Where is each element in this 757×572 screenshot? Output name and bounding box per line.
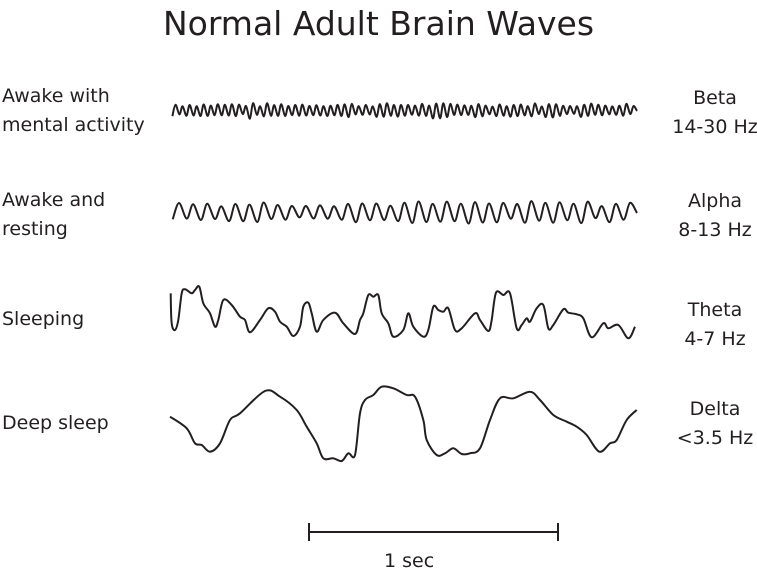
band-name: Alpha [687, 190, 743, 212]
band-name: Beta [693, 87, 737, 109]
state-label-delta: Deep sleep [2, 409, 109, 438]
beta-waveform [171, 102, 638, 120]
state-line: Awake and [2, 189, 106, 211]
band-name: Theta [687, 299, 743, 321]
state-label-theta: Sleeping [2, 305, 84, 334]
diagram-title: Normal Adult Brain Waves [162, 4, 595, 43]
scale-bar [308, 523, 559, 541]
delta-waveform [169, 385, 638, 463]
band-name: Delta [689, 398, 741, 420]
band-label-alpha: Alpha 8-13 Hz [660, 187, 757, 245]
state-line: Awake with [2, 85, 110, 107]
state-label-alpha: Awake and resting [2, 186, 105, 244]
band-frequency: <3.5 Hz [676, 427, 754, 449]
band-frequency: 14-30 Hz [672, 116, 757, 138]
state-line: Sleeping [2, 308, 85, 330]
alpha-waveform [171, 200, 638, 225]
state-line: resting [2, 218, 68, 240]
band-label-beta: Beta 14-30 Hz [660, 84, 757, 142]
band-frequency: 8-13 Hz [678, 219, 752, 241]
band-label-theta: Theta 4-7 Hz [660, 296, 757, 354]
band-label-delta: Delta <3.5 Hz [660, 395, 757, 453]
band-frequency: 4-7 Hz [684, 328, 746, 350]
scale-bar-label: 1 sec [384, 550, 435, 572]
state-line: Deep sleep [2, 412, 109, 434]
state-line: mental activity [2, 114, 145, 136]
state-label-beta: Awake with mental activity [2, 82, 145, 140]
theta-waveform [169, 285, 636, 340]
